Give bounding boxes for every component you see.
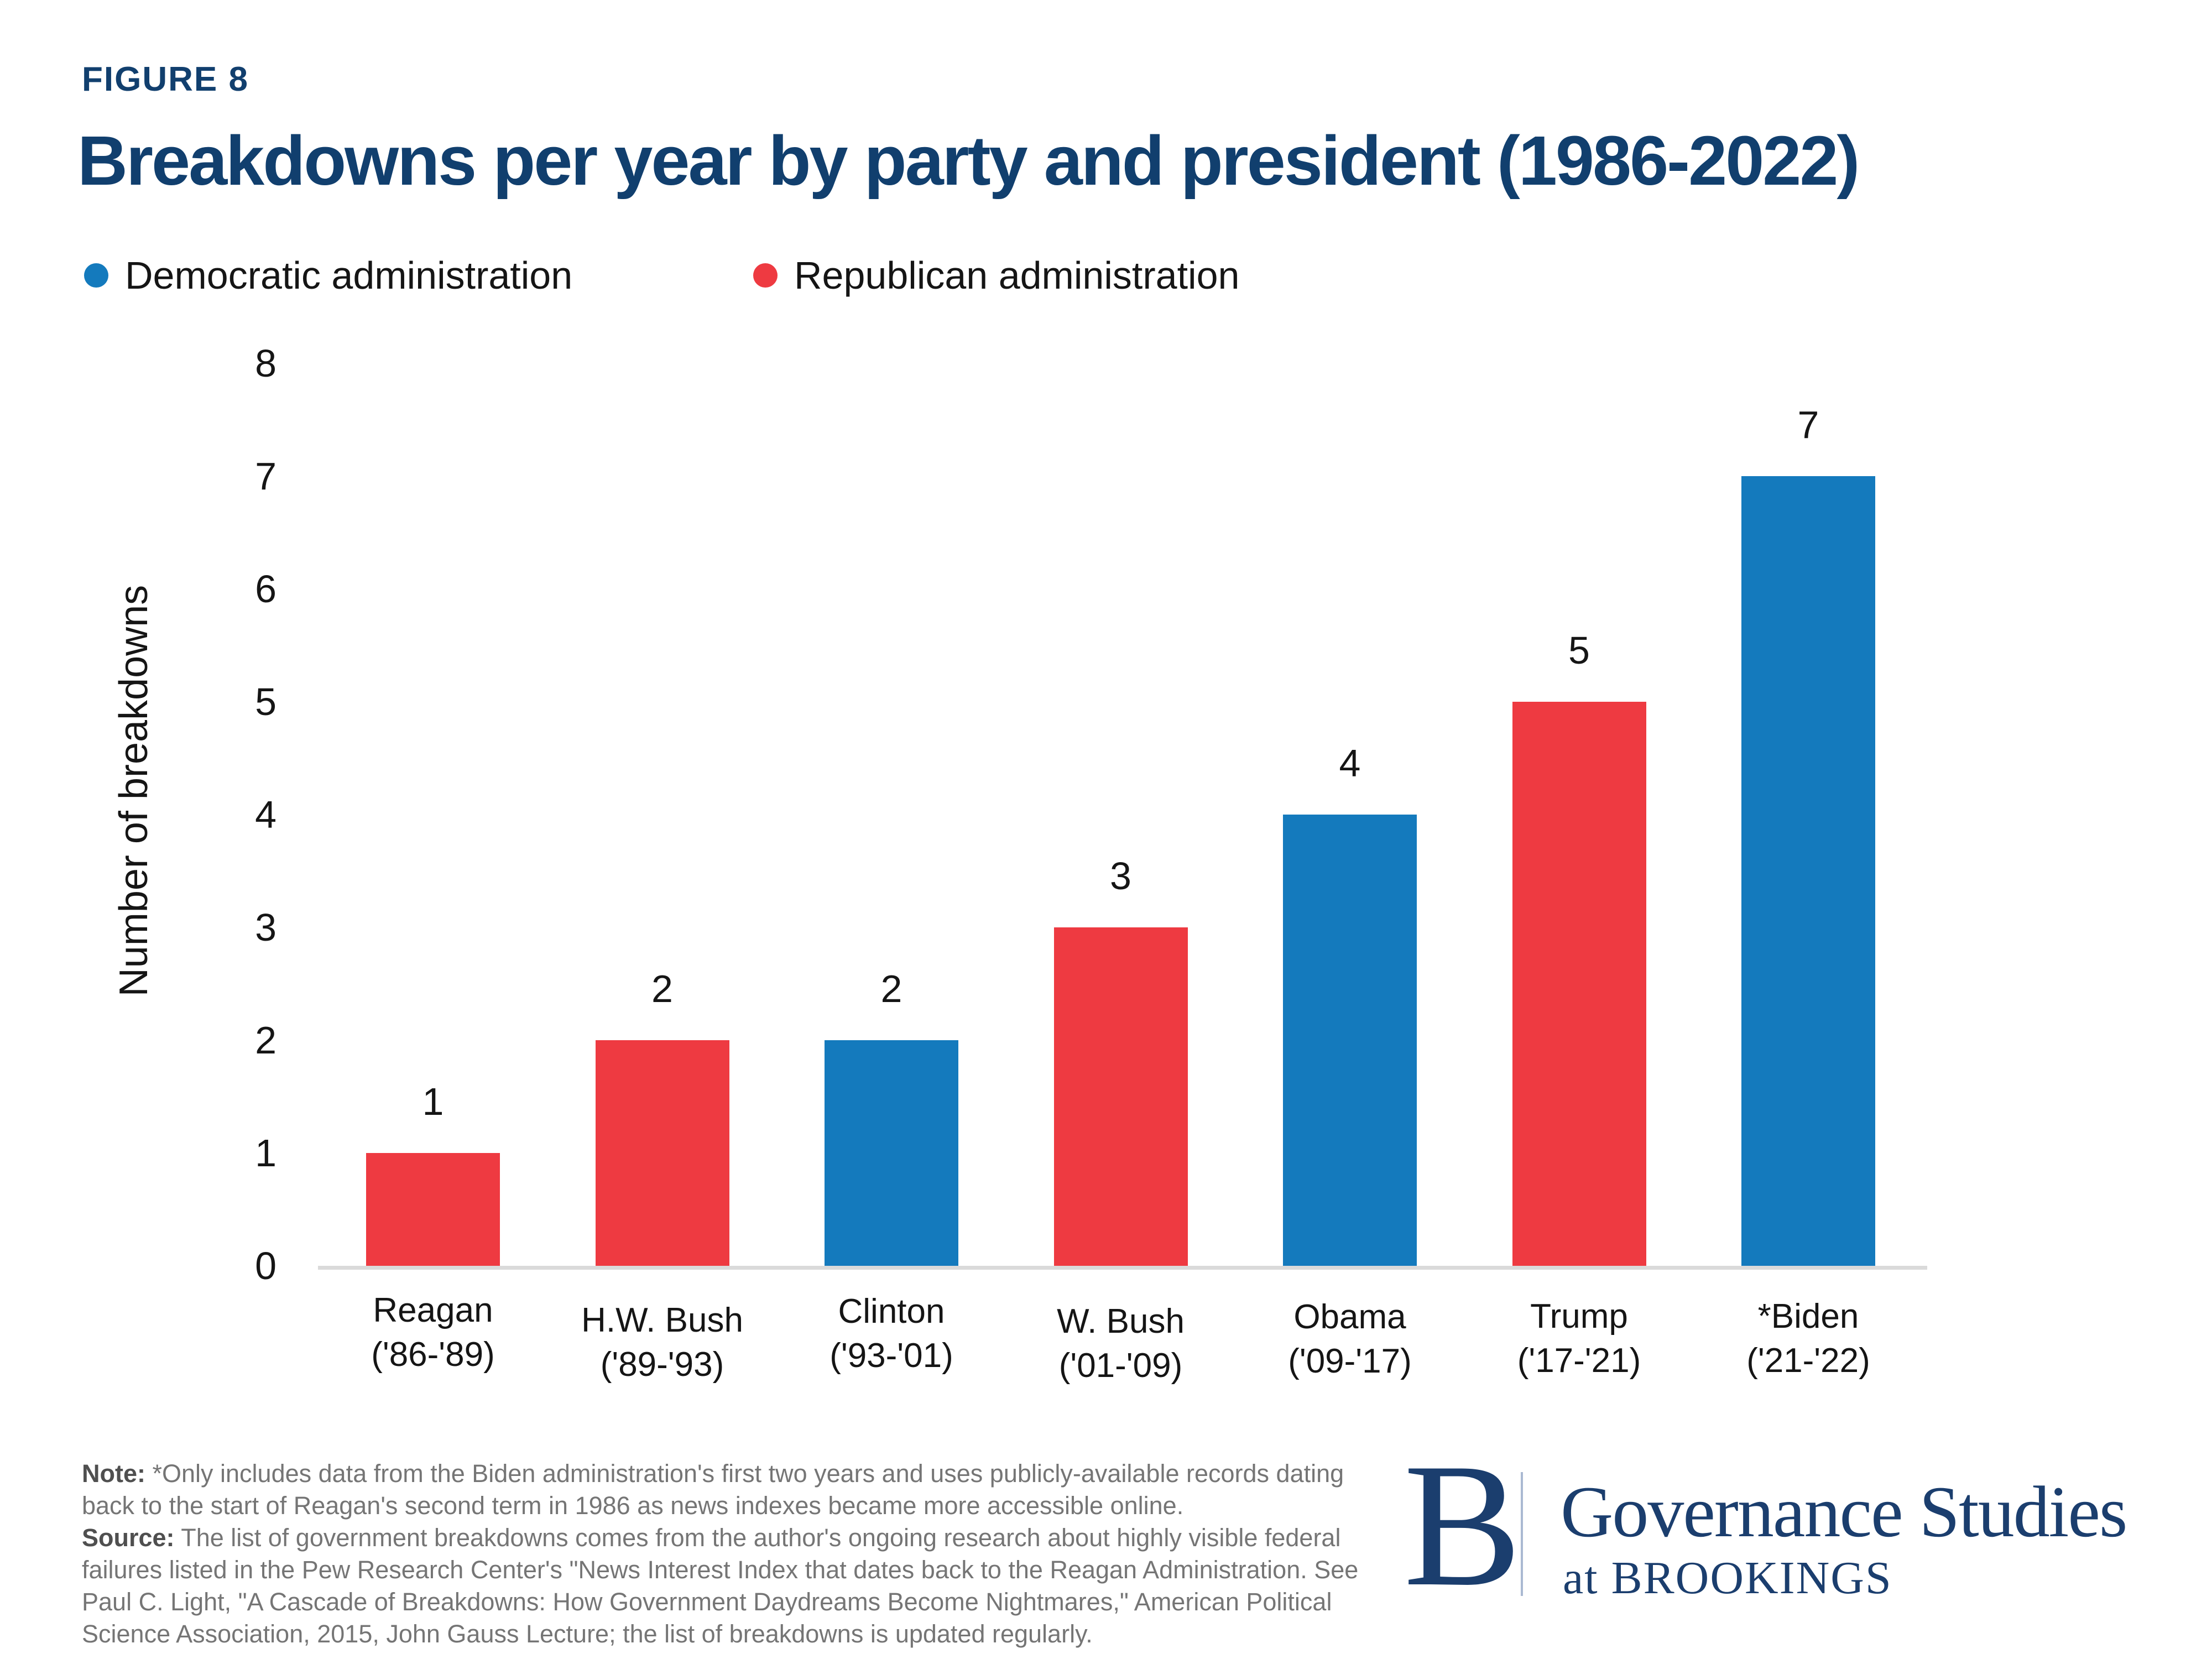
legend-item-republican: Republican administration [753,253,1239,298]
x-label-name-biden: *Biden [1757,1297,1859,1335]
bar-value-obama: 4 [1339,742,1361,785]
bar-obama [1283,815,1417,1266]
y-tick-3: 3 [255,906,276,949]
y-tick-8: 8 [255,342,276,385]
y-tick-4: 4 [255,793,276,836]
y-tick-5: 5 [255,680,276,723]
bar-value-clinton: 2 [880,967,902,1010]
x-label-years-h-w-bush: ('89-'93) [600,1345,724,1384]
x-label-years-obama: ('09-'17) [1288,1342,1412,1380]
x-label-name-w-bush: W. Bush [1057,1302,1185,1340]
legend-item-democratic: Democratic administration [84,253,572,298]
note-line-2: back to the start of Reagan's second ter… [82,1491,1184,1520]
note-line-5: Paul C. Light, "A Cascade of Breakdowns:… [82,1588,1332,1616]
legend-label-democratic: Democratic administration [125,254,573,297]
figure-label: FIGURE 8 [82,60,249,98]
y-tick-6: 6 [255,567,276,611]
note-line-3: Source: The list of government breakdown… [82,1524,1341,1552]
x-label-biden: *Biden ('21-'22) [1689,1295,1927,1383]
x-label-name-obama: Obama [1293,1298,1406,1336]
x-label-years-w-bush: ('01-'09) [1058,1347,1183,1385]
brookings-b-logo: B [1404,1427,1522,1623]
x-label-name-trump: Trump [1530,1297,1628,1335]
x-label-h-w-bush: H.W. Bush ('89-'93) [544,1298,781,1387]
x-axis-line [318,1266,1927,1270]
bar-value-reagan: 1 [422,1080,444,1123]
legend-dot-democratic-icon [84,263,108,288]
bar-clinton [825,1040,958,1266]
bar-value-w-bush: 3 [1110,854,1131,898]
note-line-6: Science Association, 2015, John Gauss Le… [82,1620,1093,1648]
x-label-years-reagan: ('86-'89) [371,1335,495,1374]
y-tick-0: 0 [255,1244,276,1287]
x-label-years-biden: ('21-'22) [1746,1342,1870,1380]
bar-reagan [366,1153,500,1266]
note-block: Note: *Only includes data from the Biden… [82,1458,1387,1650]
y-tick-7: 7 [255,455,276,498]
x-label-trump: Trump ('17-'21) [1460,1295,1698,1383]
y-tick-1: 1 [255,1131,276,1175]
bar-value-h-w-bush: 2 [651,967,673,1010]
note-line-4: failures listed in the Pew Research Cent… [82,1556,1359,1584]
logo-at-brookings: at BROOKINGS [1563,1552,1892,1604]
note-line-label-3: Source: [82,1524,175,1552]
x-label-name-reagan: Reagan [373,1291,493,1329]
logo-divider [1521,1472,1523,1596]
legend-label-republican: Republican administration [794,254,1240,297]
note-line-1: Note: *Only includes data from the Biden… [82,1459,1344,1488]
chart-title: Breakdowns per year by party and preside… [77,122,1860,200]
x-label-years-clinton: ('93-'01) [830,1337,953,1375]
x-label-w-bush: W. Bush ('01-'09) [1002,1300,1240,1388]
x-label-obama: Obama ('09-'17) [1231,1295,1469,1384]
x-label-clinton: Clinton ('93-'01) [773,1290,1010,1378]
legend-dot-republican-icon [753,263,778,288]
note-line-label-1: Note: [82,1459,145,1488]
bar-w-bush [1053,927,1188,1266]
bar-value-biden: 7 [1797,403,1819,446]
bar-h-w-bush [595,1040,729,1266]
bar-trump [1512,702,1646,1266]
x-label-reagan: Reagan ('86-'89) [314,1288,552,1377]
y-tick-2: 2 [255,1019,276,1062]
x-label-name-h-w-bush: H.W. Bush [581,1301,743,1339]
x-label-years-trump: ('17-'21) [1517,1342,1641,1380]
logo-governance-studies: Governance Studies [1561,1471,2127,1552]
bar-value-trump: 5 [1568,629,1590,672]
bar-biden [1741,476,1875,1266]
x-label-name-clinton: Clinton [838,1292,945,1331]
